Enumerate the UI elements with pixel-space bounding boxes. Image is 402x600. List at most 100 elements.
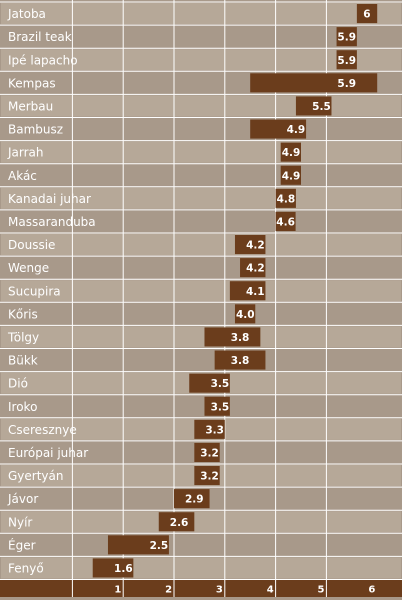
x-tick-label: 4 — [267, 585, 274, 596]
bar-value-label: 5.9 — [337, 32, 356, 44]
category-label: Akác — [8, 169, 37, 183]
bar — [250, 119, 307, 139]
bar-value-label: 3.8 — [231, 332, 250, 344]
category-label: Massaranduba — [8, 215, 96, 229]
row-band — [1, 210, 401, 232]
row-band — [1, 141, 401, 163]
bar-value-label: 1.6 — [114, 563, 133, 575]
bar — [275, 188, 296, 208]
category-label: Éger — [8, 537, 36, 552]
category-label: Gyertyán — [8, 469, 63, 483]
bar — [240, 258, 266, 278]
bar-value-label: 2.6 — [170, 517, 189, 529]
x-tick-label: 2 — [165, 585, 172, 596]
category-label: Bambusz — [8, 123, 63, 137]
bar-value-label: 3.5 — [211, 378, 230, 390]
bar — [194, 442, 220, 462]
category-labels: Jatoba Brazil teak Ipé lapacho Kempas Merbau… — [7, 7, 96, 575]
bar-value-label: 5.9 — [337, 78, 356, 90]
bar — [336, 27, 357, 47]
category-label: Iroko — [8, 400, 37, 414]
bar-value-label: 4.6 — [276, 216, 295, 228]
bar-value-label: 5.5 — [312, 101, 331, 113]
row-band — [1, 234, 401, 256]
category-label: Cseresznye — [8, 423, 77, 437]
row-band — [1, 164, 401, 186]
category-label: Kanadai juhar — [8, 192, 91, 206]
bar — [275, 211, 296, 231]
bar-value-label: 4.9 — [282, 170, 301, 182]
category-label: Merbau — [8, 99, 53, 113]
bar-value-label: 5.9 — [337, 55, 356, 67]
bar — [158, 512, 195, 532]
category-label: Dió — [8, 377, 28, 391]
row-band — [1, 187, 401, 209]
bar — [92, 558, 134, 578]
x-tick-label: 3 — [216, 585, 223, 596]
category-label: Doussie — [8, 238, 55, 252]
x-tick-label: 1 — [114, 585, 121, 596]
bar — [234, 235, 266, 255]
category-label: Sucupira — [8, 284, 61, 298]
bar-value-label: 3.2 — [200, 447, 219, 459]
category-label: Wenge — [8, 261, 49, 275]
bar — [356, 4, 378, 24]
bar — [336, 50, 357, 70]
x-tick-label: 5 — [318, 585, 325, 596]
bar-value-label: 2.9 — [185, 494, 204, 506]
category-label: Ipé lapacho — [8, 53, 78, 67]
bar — [280, 142, 301, 162]
row-band — [1, 511, 401, 533]
bar — [189, 373, 230, 393]
bars: 6 5.9 5.9 5.9 5.5 4.9 4.9 4.9 4.8 4.6 4.2 4.2 4.1 4.0… — [92, 4, 378, 578]
bar-value-label: 4.8 — [277, 193, 296, 205]
bar — [204, 327, 261, 347]
category-label: Jávor — [7, 492, 38, 506]
bar-value-label: 3.8 — [231, 355, 250, 367]
bar-value-label: 6 — [363, 9, 370, 21]
bar — [214, 350, 266, 370]
bar-value-label: 4.2 — [246, 263, 265, 275]
bar-value-label: 3.2 — [200, 471, 219, 483]
bar-value-label: 3.3 — [205, 424, 224, 436]
bar — [174, 489, 210, 509]
bar — [107, 535, 169, 555]
bar — [229, 281, 266, 301]
bar-value-label: 4.0 — [236, 309, 255, 321]
axis-strip — [0, 580, 402, 597]
bar-value-label: 4.9 — [287, 124, 306, 136]
x-tick-label: 6 — [368, 585, 375, 596]
bar — [234, 304, 256, 324]
row-band — [1, 95, 401, 117]
bar-value-label: 4.1 — [246, 286, 265, 298]
category-label: Európai juhar — [8, 446, 88, 460]
bar — [194, 419, 225, 439]
category-label: Nyír — [8, 515, 32, 529]
category-label: Brazil teak — [8, 30, 72, 44]
row-band — [1, 257, 401, 279]
bar — [194, 466, 220, 486]
bar-value-label: 3.5 — [211, 401, 230, 413]
row-band — [1, 534, 401, 556]
row-band — [1, 49, 401, 71]
x-axis: 1 2 3 4 5 6 — [0, 580, 402, 600]
category-label: Kőris — [8, 307, 38, 321]
row-band — [1, 303, 401, 325]
category-label: Tölgy — [7, 330, 39, 344]
bar — [295, 96, 332, 116]
category-label: Bükk — [8, 354, 38, 368]
row-band — [1, 3, 401, 25]
bar — [250, 73, 378, 93]
gridlines — [71, 0, 327, 580]
bar-value-label: 4.9 — [282, 147, 301, 159]
row-band — [1, 26, 401, 48]
category-label: Fenyő — [8, 561, 44, 575]
category-label: Jatoba — [7, 7, 46, 21]
row-band — [1, 326, 401, 348]
row-band — [1, 349, 401, 371]
category-label: Jarrah — [7, 146, 44, 160]
bar-value-label: 2.5 — [150, 540, 169, 552]
row-band — [1, 280, 401, 302]
row-band — [1, 557, 401, 579]
